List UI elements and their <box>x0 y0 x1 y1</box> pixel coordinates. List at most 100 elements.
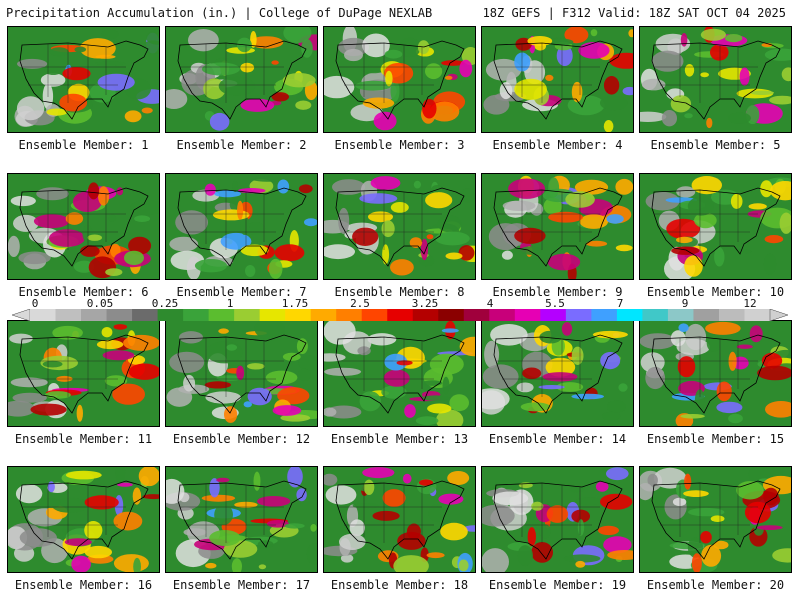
colorbar-tick-label: 2.5 <box>350 297 370 310</box>
colorbar-swatch <box>234 309 261 321</box>
ensemble-member-caption: Ensemble Member: 5 <box>650 138 781 152</box>
colorbar-swatch <box>183 309 210 321</box>
precip-colorbar: 0 0.05 0.25 1 1.75 2.5 3.25 4 5.5 7 9 12 <box>12 297 788 321</box>
colorbar-swatch <box>591 309 618 321</box>
colorbar-swatch <box>106 309 133 321</box>
ensemble-member-caption: Ensemble Member: 10 <box>646 285 785 299</box>
colorbar-swatch <box>157 309 184 321</box>
ensemble-member-caption: Ensemble Member: 1 <box>18 138 149 152</box>
colorbar-swatch <box>412 309 439 321</box>
colorbar-swatch <box>132 309 159 321</box>
colorbar-tick-label: 5.5 <box>545 297 565 310</box>
colorbar-swatch <box>336 309 363 321</box>
colorbar-tick-label: 1.75 <box>281 297 309 310</box>
precip-map <box>481 26 634 133</box>
colorbar-tick-label: 9 <box>681 297 689 310</box>
precip-map <box>639 466 792 573</box>
precip-map <box>7 173 160 280</box>
precip-map <box>639 26 792 133</box>
ensemble-member-panel: Ensemble Member: 3 <box>323 26 476 152</box>
precip-map <box>323 320 476 427</box>
ensemble-member-caption: Ensemble Member: 12 <box>172 432 311 446</box>
colorbar-swatch <box>30 309 57 321</box>
colorbar-tick-label: 12 <box>743 297 757 310</box>
ensemble-member-panel: Ensemble Member: 4 <box>481 26 634 152</box>
colorbar-swatch <box>259 309 286 321</box>
ensemble-member-panel: Ensemble Member: 6 <box>7 173 160 299</box>
ensemble-member-panel: Ensemble Member: 20 <box>639 466 792 592</box>
colorbar-swatch <box>285 309 312 321</box>
ensemble-member-panel: Ensemble Member: 13 <box>323 320 476 446</box>
ensemble-member-caption: Ensemble Member: 11 <box>14 432 153 446</box>
precip-map <box>481 466 634 573</box>
header-title: Precipitation Accumulation (in.) | Colle… <box>6 6 433 20</box>
ensemble-member-caption: Ensemble Member: 17 <box>172 578 311 592</box>
precip-map <box>165 466 318 573</box>
precip-map <box>165 26 318 133</box>
colorbar-swatch <box>310 309 337 321</box>
ensemble-member-caption: Ensemble Member: 13 <box>330 432 469 446</box>
colorbar-swatch <box>208 309 235 321</box>
ensemble-member-caption: Ensemble Member: 20 <box>646 578 785 592</box>
colorbar-swatch <box>565 309 592 321</box>
colorbar-swatch <box>693 309 720 321</box>
ensemble-member-panel: Ensemble Member: 11 <box>7 320 160 446</box>
colorbar-swatch <box>540 309 567 321</box>
ensemble-member-caption: Ensemble Member: 7 <box>176 285 307 299</box>
colorbar-tick-label: 3.25 <box>411 297 439 310</box>
colorbar-labels: 0 0.05 0.25 1 1.75 2.5 3.25 4 5.5 7 9 12 <box>12 297 788 310</box>
precip-map <box>7 26 160 133</box>
ensemble-member-panel: Ensemble Member: 7 <box>165 173 318 299</box>
ensemble-member-panel: Ensemble Member: 15 <box>639 320 792 446</box>
precip-map <box>7 466 160 573</box>
colorbar-max-arrow <box>769 309 788 321</box>
colorbar-tick-label: 0.25 <box>151 297 179 310</box>
colorbar-swatch <box>744 309 771 321</box>
ensemble-member-panel: Ensemble Member: 9 <box>481 173 634 299</box>
colorbar-swatch <box>438 309 465 321</box>
precip-map <box>481 320 634 427</box>
ensemble-member-panel: Ensemble Member: 12 <box>165 320 318 446</box>
colorbar-swatch <box>667 309 694 321</box>
ensemble-member-caption: Ensemble Member: 9 <box>492 285 623 299</box>
ensemble-member-panel: Ensemble Member: 16 <box>7 466 160 592</box>
precip-map <box>323 26 476 133</box>
ensemble-member-caption: Ensemble Member: 14 <box>488 432 627 446</box>
colorbar-swatch <box>463 309 490 321</box>
ensemble-member-caption: Ensemble Member: 19 <box>488 578 627 592</box>
ensemble-member-panel: Ensemble Member: 14 <box>481 320 634 446</box>
ensemble-member-caption: Ensemble Member: 15 <box>646 432 785 446</box>
colorbar-swatch <box>616 309 643 321</box>
colorbar-swatch <box>387 309 414 321</box>
precip-map <box>165 173 318 280</box>
ensemble-member-panel: Ensemble Member: 5 <box>639 26 792 152</box>
ensemble-member-caption: Ensemble Member: 18 <box>330 578 469 592</box>
precip-map <box>7 320 160 427</box>
colorbar-min-arrow <box>12 309 31 321</box>
colorbar-swatch <box>514 309 541 321</box>
colorbar-scale <box>12 309 788 321</box>
colorbar-swatch <box>489 309 516 321</box>
precip-map <box>639 173 792 280</box>
ensemble-member-caption: Ensemble Member: 16 <box>14 578 153 592</box>
ensemble-member-caption: Ensemble Member: 2 <box>176 138 307 152</box>
colorbar-tick-label: 0 <box>31 297 39 310</box>
colorbar-swatch <box>81 309 108 321</box>
ensemble-member-panel: Ensemble Member: 1 <box>7 26 160 152</box>
ensemble-member-panel: Ensemble Member: 2 <box>165 26 318 152</box>
ensemble-member-caption: Ensemble Member: 8 <box>334 285 465 299</box>
ensemble-member-panel: Ensemble Member: 17 <box>165 466 318 592</box>
colorbar-tick-label: 0.05 <box>86 297 114 310</box>
precip-map <box>323 466 476 573</box>
ensemble-member-panel: Ensemble Member: 19 <box>481 466 634 592</box>
colorbar-tick-label: 1 <box>226 297 234 310</box>
ensemble-member-panel: Ensemble Member: 10 <box>639 173 792 299</box>
ensemble-member-caption: Ensemble Member: 3 <box>334 138 465 152</box>
colorbar-swatch <box>642 309 669 321</box>
colorbar-swatch <box>361 309 388 321</box>
ensemble-member-panel: Ensemble Member: 8 <box>323 173 476 299</box>
colorbar-tick-label: 4 <box>486 297 494 310</box>
colorbar-tick-label: 7 <box>616 297 624 310</box>
precip-map <box>165 320 318 427</box>
precip-map <box>481 173 634 280</box>
